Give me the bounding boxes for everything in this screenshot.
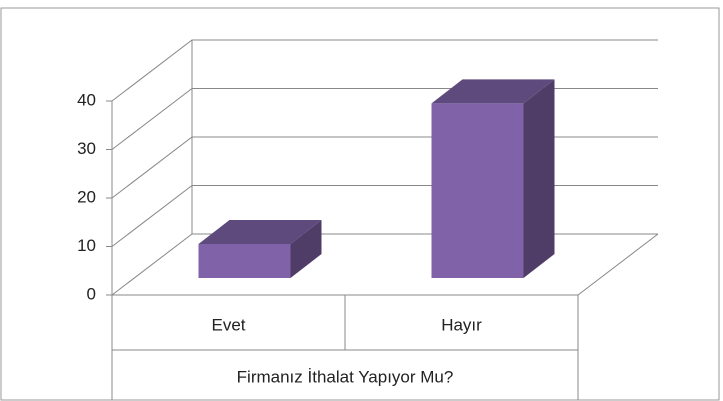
x-tick-label: Evet [211,315,245,334]
bar-top [198,220,322,245]
bar-side [523,79,555,279]
bar-front [198,244,291,278]
y-tick-label: 20 [77,187,96,206]
floor [112,233,659,296]
x-axis-title: Firmanız İthalat Yapıyor Mu? [237,367,454,386]
bar-top [431,79,555,104]
x-tick-label: Hayır [441,315,482,334]
bar-front [431,103,524,279]
bar-side [290,220,322,278]
y-tick-label: 40 [77,90,96,109]
bar [431,79,555,279]
y-tick-label: 0 [87,284,96,303]
chart-frame [0,7,720,401]
y-tick-label: 30 [77,139,96,158]
y-tick-label: 10 [77,236,96,255]
bar [198,220,322,278]
grid-line [111,39,658,102]
